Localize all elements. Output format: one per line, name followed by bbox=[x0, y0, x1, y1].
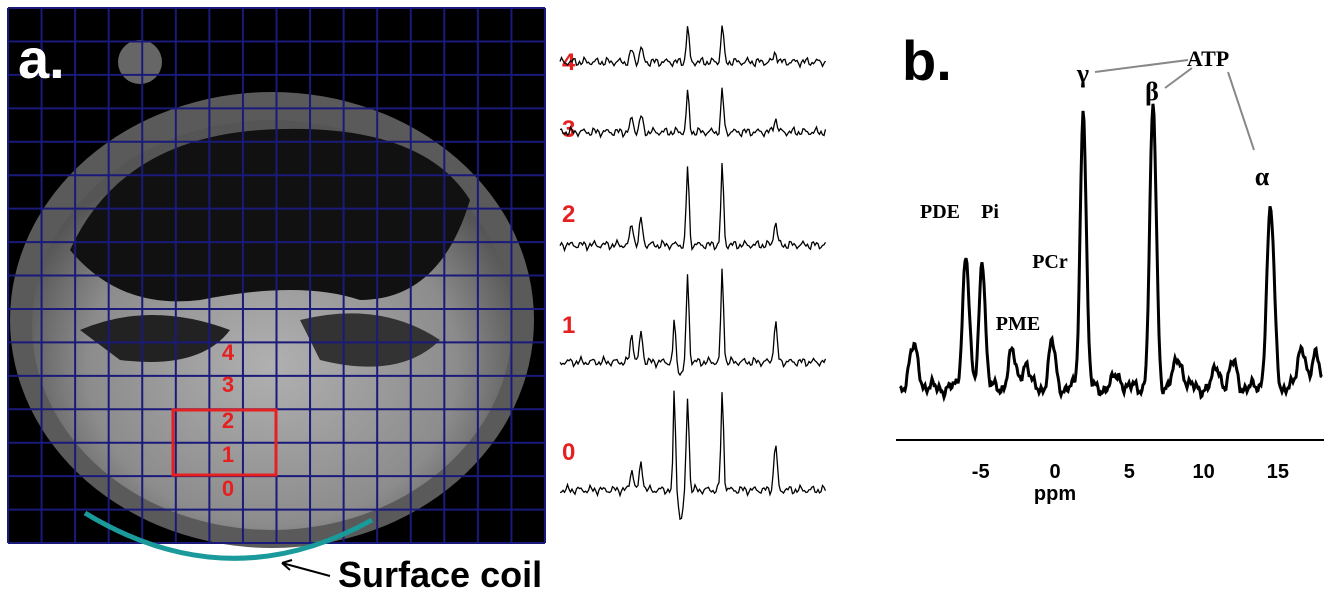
coil bbox=[83, 510, 374, 561]
spectrum bbox=[559, 268, 827, 377]
x-tick-label: 5 bbox=[1124, 461, 1135, 483]
spectrum-label: 0 bbox=[562, 439, 575, 466]
mri-image bbox=[7, 7, 546, 548]
peak-label: Pi bbox=[981, 201, 999, 223]
voxel-label: 2 bbox=[222, 408, 234, 433]
peak-label: ATP bbox=[1187, 46, 1229, 71]
panel-label: b. bbox=[902, 29, 952, 92]
voxel-label: 3 bbox=[222, 372, 234, 397]
x-tick-label: -5 bbox=[972, 461, 990, 483]
peak-label: PME bbox=[996, 313, 1040, 335]
spectrum-label: 1 bbox=[562, 312, 575, 339]
voxel-label: 1 bbox=[222, 442, 234, 467]
spectrum bbox=[559, 390, 827, 521]
spectrum bbox=[898, 103, 1323, 403]
peak-label: PCr bbox=[1032, 251, 1068, 273]
x-tick-label: 15 bbox=[1267, 461, 1289, 483]
x-tick-label: 0 bbox=[1049, 461, 1060, 483]
voxel-label: 0 bbox=[222, 476, 234, 501]
peak-label: α bbox=[1255, 162, 1270, 191]
spectrum bbox=[559, 87, 827, 139]
atp-lines bbox=[1094, 59, 1255, 151]
arrow bbox=[281, 559, 331, 577]
peak-label: γ bbox=[1076, 59, 1089, 88]
peak-label: β bbox=[1145, 77, 1159, 106]
coil-label: Surface coil bbox=[338, 554, 542, 589]
x-tick-label: 10 bbox=[1193, 461, 1215, 483]
spectrum bbox=[559, 25, 827, 69]
spectrum-label: 2 bbox=[562, 201, 575, 228]
peak-label: PDE bbox=[920, 201, 960, 223]
spectrum bbox=[559, 162, 827, 253]
voxel-label: 4 bbox=[222, 340, 235, 365]
x-axis-label: ppm bbox=[1034, 483, 1076, 505]
spectrum-label: 3 bbox=[562, 116, 575, 143]
panel-label: a. bbox=[18, 27, 65, 90]
